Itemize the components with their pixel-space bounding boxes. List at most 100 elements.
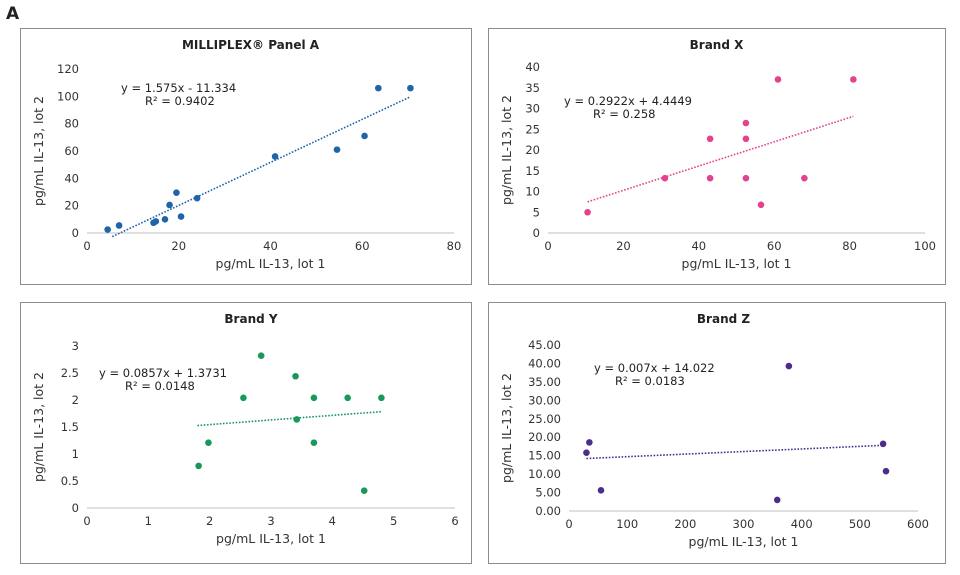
y-tick-label: 0 bbox=[72, 501, 79, 515]
data-point bbox=[360, 487, 368, 495]
data-point bbox=[882, 467, 890, 475]
data-point bbox=[361, 132, 368, 140]
x-tick-label: 1 bbox=[145, 514, 152, 528]
data-point bbox=[774, 76, 782, 83]
data-point bbox=[292, 372, 299, 380]
x-tick-label: 20 bbox=[616, 239, 631, 253]
y-tick-label: 15 bbox=[525, 164, 540, 178]
x-axis-label: pg/mL IL-13, lot 1 bbox=[682, 256, 792, 271]
chart-title: Brand Y bbox=[224, 312, 277, 326]
data-point bbox=[310, 439, 318, 446]
x-tick-label: 4 bbox=[329, 514, 336, 528]
data-point bbox=[310, 394, 318, 402]
data-point bbox=[195, 462, 202, 470]
y-tick-label: 20.00 bbox=[528, 430, 561, 444]
y-tick-label: 40.00 bbox=[528, 356, 561, 370]
y-tick-label: 1.5 bbox=[61, 420, 79, 434]
y-tick-label: 15.00 bbox=[528, 449, 561, 463]
y-tick-label: 10 bbox=[525, 185, 540, 199]
x-tick-label: 40 bbox=[691, 239, 706, 253]
y-tick-label: 60 bbox=[64, 144, 79, 158]
y-axis-label: pg/mL IL-13, lot 2 bbox=[499, 373, 514, 483]
data-point bbox=[850, 76, 857, 83]
x-tick-label: 200 bbox=[674, 517, 696, 531]
y-tick-label: 2 bbox=[72, 393, 79, 407]
data-point bbox=[240, 394, 247, 402]
x-tick-label: 0 bbox=[83, 514, 90, 528]
data-point bbox=[271, 153, 279, 160]
data-point bbox=[661, 174, 669, 182]
y-axis-label: pg/mL IL-13, lot 2 bbox=[31, 96, 46, 206]
x-tick-label: 500 bbox=[849, 517, 871, 531]
data-point bbox=[706, 174, 714, 182]
data-point bbox=[586, 439, 593, 446]
y-tick-label: 5.00 bbox=[535, 486, 561, 500]
data-point bbox=[205, 439, 212, 446]
x-tick-label: 60 bbox=[355, 239, 370, 253]
y-tick-label: 45.00 bbox=[528, 338, 561, 352]
data-point bbox=[583, 449, 590, 457]
r-squared-label: R² = 0.258 bbox=[593, 107, 655, 121]
data-point bbox=[584, 208, 591, 216]
y-tick-label: 20 bbox=[525, 143, 540, 157]
trendline-equation: y = 1.575x - 11.334 bbox=[121, 81, 236, 95]
x-tick-label: 100 bbox=[616, 517, 638, 531]
y-tick-label: 30.00 bbox=[528, 393, 561, 407]
x-tick-label: 5 bbox=[390, 514, 397, 528]
x-tick-label: 80 bbox=[842, 239, 857, 253]
trendline-equation: y = 0.2922x + 4.4449 bbox=[564, 94, 692, 108]
chart-title: Brand X bbox=[690, 38, 744, 52]
y-axis-label: pg/mL IL-13, lot 2 bbox=[499, 95, 514, 205]
y-tick-label: 3 bbox=[72, 339, 79, 353]
chart-panel-brand-y: Brand Y 0 1 2 3 4 5 6 0 0.5 1 1.5 2 2.5 3 pg/mL IL-13, … bbox=[20, 302, 472, 564]
x-axis-label: pg/mL IL-13, lot 1 bbox=[689, 534, 799, 549]
data-point bbox=[773, 496, 781, 504]
x-tick-label: 400 bbox=[791, 517, 813, 531]
y-tick-label: 5 bbox=[533, 205, 540, 219]
trendline-equation: y = 0.007x + 14.022 bbox=[594, 361, 715, 375]
chart-title: Brand Z bbox=[697, 312, 750, 326]
x-tick-label: 100 bbox=[914, 239, 936, 253]
chart-panel-brand-x: Brand X 0 20 40 60 80 100 0 5 10 15 20 25 30 35 40 pg/mL… bbox=[488, 28, 946, 285]
chart-panel-milliplex: MILLIPLEX® Panel A 0 20 40 60 80 0 20 40 60 80 100 1… bbox=[20, 28, 472, 285]
scatter-chart: Brand Y 0 1 2 3 4 5 6 0 0.5 1 1.5 2 2.5 3 pg/mL IL-13, … bbox=[31, 312, 459, 546]
scatter-chart: Brand Z 0 100 200 300 400 500 600 0.00 5.00 10.00 1… bbox=[499, 312, 929, 549]
y-tick-label: 2.5 bbox=[61, 366, 79, 380]
data-point bbox=[177, 213, 185, 220]
scatter-chart: Brand X 0 20 40 60 80 100 0 5 10 15 20 25 30 35 40 pg/mL… bbox=[499, 38, 936, 271]
x-axis-label: pg/mL IL-13, lot 1 bbox=[216, 256, 326, 271]
y-tick-label: 0.5 bbox=[61, 474, 79, 488]
data-point bbox=[597, 487, 605, 494]
x-tick-label: 600 bbox=[907, 517, 929, 531]
x-tick-label: 60 bbox=[767, 239, 782, 253]
trendline bbox=[586, 444, 887, 460]
data-point bbox=[375, 84, 382, 92]
x-tick-label: 0 bbox=[565, 517, 572, 531]
data-point bbox=[344, 394, 351, 402]
y-tick-label: 120 bbox=[57, 62, 79, 76]
chart-title: MILLIPLEX® Panel A bbox=[182, 38, 320, 52]
data-point bbox=[706, 135, 714, 143]
y-tick-label: 1 bbox=[72, 447, 79, 461]
data-point bbox=[801, 174, 808, 182]
x-axis-label: pg/mL IL-13, lot 1 bbox=[216, 531, 326, 546]
data-point bbox=[166, 201, 173, 209]
scatter-chart: MILLIPLEX® Panel A 0 20 40 60 80 0 20 40 60 80 100 1… bbox=[31, 38, 462, 271]
r-squared-label: R² = 0.0148 bbox=[125, 379, 195, 393]
y-tick-label: 20 bbox=[64, 199, 79, 213]
y-tick-label: 40 bbox=[525, 60, 540, 74]
data-point bbox=[742, 119, 750, 127]
x-tick-label: 80 bbox=[447, 239, 462, 253]
y-tick-label: 25.00 bbox=[528, 412, 561, 426]
y-tick-label: 25 bbox=[525, 122, 540, 136]
trendline-equation: y = 0.0857x + 1.3731 bbox=[99, 366, 227, 380]
data-point bbox=[173, 189, 180, 196]
x-tick-label: 20 bbox=[171, 239, 186, 253]
data-point bbox=[115, 222, 123, 229]
data-point bbox=[378, 394, 385, 402]
data-point bbox=[104, 226, 111, 233]
y-tick-label: 10.00 bbox=[528, 467, 561, 481]
data-point bbox=[193, 194, 201, 202]
r-squared-label: R² = 0.0183 bbox=[615, 374, 685, 388]
x-tick-label: 0 bbox=[544, 239, 551, 253]
